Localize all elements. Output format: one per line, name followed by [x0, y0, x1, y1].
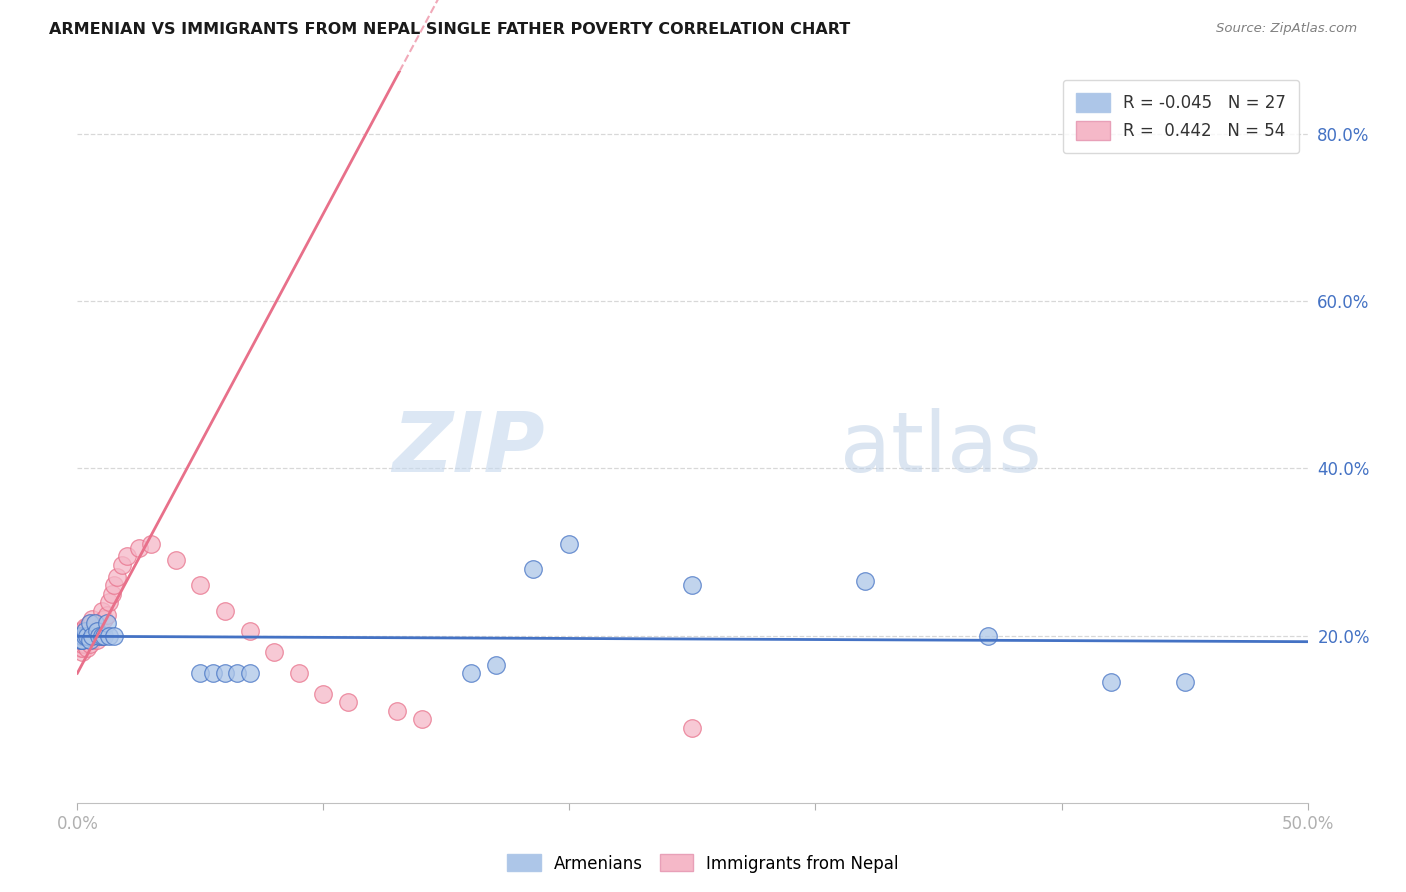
- Point: [76, 641, 98, 656]
- Point: [1174, 674, 1197, 689]
- Point: [226, 666, 249, 681]
- Point: [128, 541, 150, 555]
- Point: [73, 637, 96, 651]
- Point: [69, 624, 91, 639]
- Point: [86, 624, 108, 639]
- Point: [522, 562, 544, 576]
- Point: [83, 620, 105, 634]
- Point: [76, 620, 98, 634]
- Point: [70, 632, 93, 647]
- Point: [79, 632, 101, 647]
- Point: [69, 632, 91, 647]
- Point: [93, 612, 115, 626]
- Point: [70, 641, 93, 656]
- Point: [70, 637, 93, 651]
- Point: [190, 578, 212, 592]
- Point: [73, 624, 96, 639]
- Text: ZIP: ZIP: [392, 408, 546, 489]
- Point: [165, 553, 187, 567]
- Point: [682, 721, 704, 735]
- Point: [411, 712, 433, 726]
- Text: Source: ZipAtlas.com: Source: ZipAtlas.com: [1216, 22, 1357, 36]
- Text: ARMENIAN VS IMMIGRANTS FROM NEPAL SINGLE FATHER POVERTY CORRELATION CHART: ARMENIAN VS IMMIGRANTS FROM NEPAL SINGLE…: [49, 22, 851, 37]
- Point: [82, 632, 104, 647]
- Legend: Armenians, Immigrants from Nepal: Armenians, Immigrants from Nepal: [501, 847, 905, 880]
- Point: [69, 632, 91, 647]
- Point: [69, 629, 91, 643]
- Point: [485, 657, 508, 672]
- Point: [83, 629, 105, 643]
- Point: [76, 629, 98, 643]
- Point: [90, 629, 114, 643]
- Point: [214, 666, 236, 681]
- Point: [96, 616, 118, 631]
- Point: [558, 536, 581, 550]
- Point: [79, 616, 101, 631]
- Point: [73, 629, 96, 643]
- Point: [90, 603, 114, 617]
- Point: [312, 687, 335, 701]
- Point: [76, 632, 98, 647]
- Point: [79, 616, 101, 631]
- Point: [90, 629, 114, 643]
- Point: [93, 629, 115, 643]
- Point: [73, 629, 96, 643]
- Point: [82, 612, 104, 626]
- Point: [101, 587, 124, 601]
- Point: [76, 629, 98, 643]
- Point: [460, 666, 482, 681]
- Point: [239, 666, 262, 681]
- Point: [201, 666, 224, 681]
- Point: [82, 629, 104, 643]
- Point: [239, 624, 262, 639]
- Point: [73, 620, 96, 634]
- Point: [79, 629, 101, 643]
- Point: [977, 629, 1000, 643]
- Point: [387, 704, 409, 718]
- Point: [86, 616, 108, 631]
- Point: [682, 578, 704, 592]
- Point: [73, 624, 96, 639]
- Text: atlas: atlas: [841, 408, 1042, 489]
- Point: [214, 603, 236, 617]
- Point: [141, 536, 163, 550]
- Point: [105, 570, 128, 584]
- Point: [70, 632, 93, 647]
- Point: [89, 629, 111, 643]
- Point: [263, 645, 285, 659]
- Point: [70, 629, 93, 643]
- Point: [82, 629, 104, 643]
- Point: [111, 558, 132, 572]
- Point: [103, 578, 125, 592]
- Point: [96, 607, 118, 622]
- Point: [853, 574, 876, 589]
- Point: [288, 666, 311, 681]
- Legend: R = -0.045   N = 27, R =  0.442   N = 54: R = -0.045 N = 27, R = 0.442 N = 54: [1063, 79, 1299, 153]
- Point: [70, 632, 93, 647]
- Point: [337, 696, 360, 710]
- Point: [83, 616, 105, 631]
- Point: [79, 637, 101, 651]
- Point: [89, 620, 111, 634]
- Point: [69, 641, 91, 656]
- Point: [115, 549, 138, 564]
- Point: [70, 645, 93, 659]
- Point: [98, 629, 121, 643]
- Point: [190, 666, 212, 681]
- Point: [1099, 674, 1122, 689]
- Point: [86, 632, 108, 647]
- Point: [70, 629, 93, 643]
- Point: [73, 632, 96, 647]
- Point: [98, 595, 121, 609]
- Point: [69, 629, 91, 643]
- Point: [70, 624, 93, 639]
- Point: [69, 637, 91, 651]
- Point: [103, 629, 125, 643]
